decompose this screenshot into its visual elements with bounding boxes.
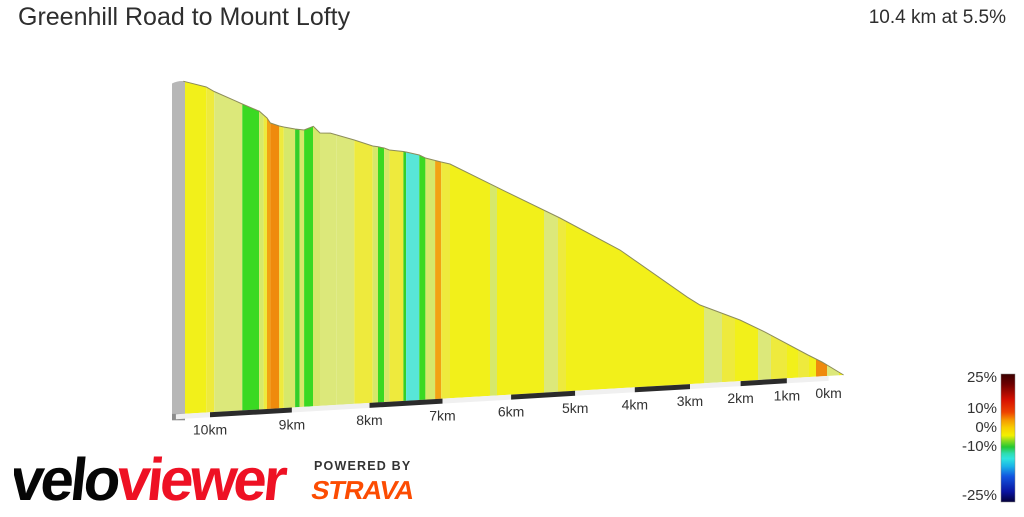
svg-text:3km: 3km (677, 393, 703, 409)
svg-text:4km: 4km (622, 396, 648, 412)
svg-text:6km: 6km (498, 404, 524, 420)
svg-text:10%: 10% (967, 400, 997, 417)
svg-text:10km: 10km (193, 421, 227, 437)
svg-text:POWERED BY: POWERED BY (314, 459, 411, 473)
svg-text:2km: 2km (727, 390, 753, 406)
svg-text:0%: 0% (975, 419, 997, 436)
svg-text:8km: 8km (356, 412, 382, 428)
svg-text:5km: 5km (562, 400, 588, 416)
svg-text:veloviewer: veloviewer (14, 450, 290, 512)
svg-text:9km: 9km (279, 417, 305, 433)
svg-text:-10%: -10% (962, 438, 997, 455)
svg-text:7km: 7km (429, 408, 455, 424)
svg-text:1km: 1km (774, 387, 800, 403)
svg-text:0km: 0km (815, 385, 841, 401)
svg-text:-25%: -25% (962, 487, 997, 504)
svg-text:STRAVA: STRAVA (309, 476, 417, 505)
svg-text:25%: 25% (967, 369, 997, 386)
